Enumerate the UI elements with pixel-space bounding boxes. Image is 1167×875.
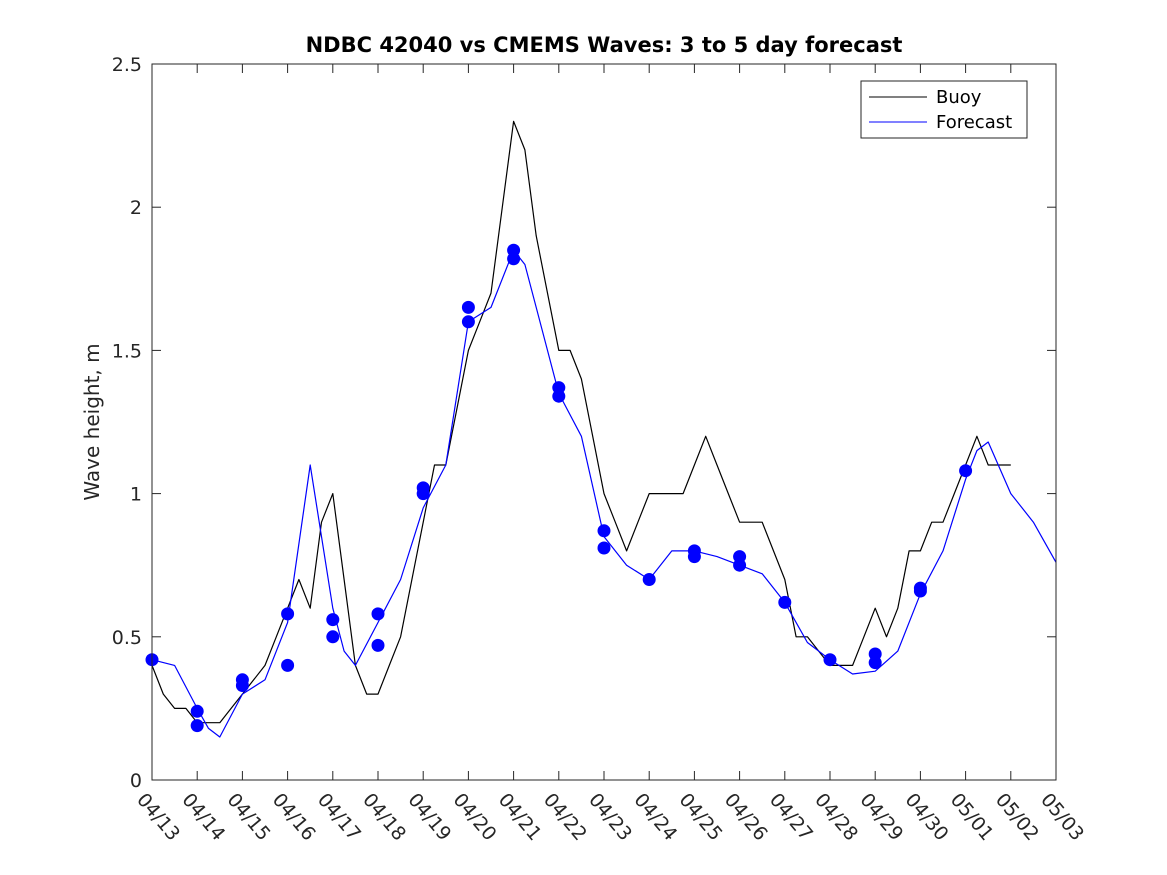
series-line-buoy: [151, 120, 1011, 724]
x-tick-label: 04/18: [358, 789, 410, 845]
x-tick-label: 04/15: [223, 789, 275, 845]
forecast-marker: [913, 584, 927, 598]
y-tick-label: 1: [130, 484, 142, 506]
x-tick-label: 04/22: [539, 789, 591, 845]
chart-title: NDBC 42040 vs CMEMS Waves: 3 to 5 day fo…: [306, 33, 903, 57]
x-tick-label: 04/14: [177, 789, 229, 845]
forecast-marker: [778, 595, 792, 609]
y-tick-label: 2.5: [112, 54, 142, 76]
y-tick-label: 0.5: [112, 627, 142, 649]
forecast-marker: [597, 524, 611, 538]
forecast-marker: [190, 719, 204, 733]
y-axis-label: Wave height, m: [80, 343, 104, 500]
x-tick-label: 05/03: [1036, 789, 1088, 845]
x-tick-label: 04/26: [720, 789, 772, 845]
series-line-forecast: [151, 249, 1057, 738]
forecast-marker: [868, 656, 882, 670]
x-tick-label: 04/27: [765, 789, 817, 845]
x-tick-label: 04/20: [449, 789, 501, 845]
forecast-marker: [371, 607, 385, 621]
forecast-marker: [507, 252, 521, 266]
plot-background: [152, 64, 1056, 780]
forecast-marker: [687, 550, 701, 564]
forecast-marker: [597, 541, 611, 555]
series-layer: [151, 120, 1057, 738]
x-tick-label: 05/02: [991, 789, 1043, 845]
legend-box: [860, 80, 1028, 139]
y-tick-label: 1.5: [112, 340, 142, 362]
forecast-marker: [642, 573, 656, 586]
forecast-marker: [461, 315, 475, 329]
forecast-marker: [733, 558, 747, 572]
x-tick-label: 04/17: [313, 789, 365, 845]
forecast-marker: [461, 300, 475, 314]
x-tick-label: 04/16: [268, 789, 320, 845]
forecast-marker: [190, 704, 204, 718]
marker-layer: [145, 243, 973, 733]
forecast-marker: [416, 487, 430, 501]
x-tick-label: 04/21: [494, 789, 546, 845]
y-tick-label: 0: [130, 770, 142, 792]
x-tick-label: 04/30: [901, 789, 953, 845]
legend-label-forecast: Forecast: [936, 112, 1012, 133]
x-tick-label: 04/19: [403, 789, 455, 845]
forecast-marker: [281, 658, 295, 672]
forecast-marker: [552, 389, 566, 403]
forecast-marker: [371, 638, 385, 652]
forecast-marker: [959, 464, 973, 478]
y-tick-label: 2: [130, 197, 142, 219]
x-tick-label: 04/25: [675, 789, 727, 845]
x-tick-label: 05/01: [946, 789, 998, 845]
x-tick-label: 04/29: [855, 789, 907, 845]
forecast-marker: [326, 630, 340, 644]
x-tick-label: 04/13: [132, 789, 184, 845]
x-tick-label: 04/23: [584, 789, 636, 845]
forecast-marker: [281, 607, 295, 621]
forecast-marker: [326, 613, 340, 627]
x-tick-label: 04/28: [810, 789, 862, 845]
legend: Buoy Forecast: [860, 80, 1028, 139]
forecast-marker: [235, 679, 249, 692]
forecast-marker: [823, 653, 837, 667]
legend-label-buoy: Buoy: [936, 87, 982, 108]
x-tick-label: 04/24: [629, 789, 681, 845]
